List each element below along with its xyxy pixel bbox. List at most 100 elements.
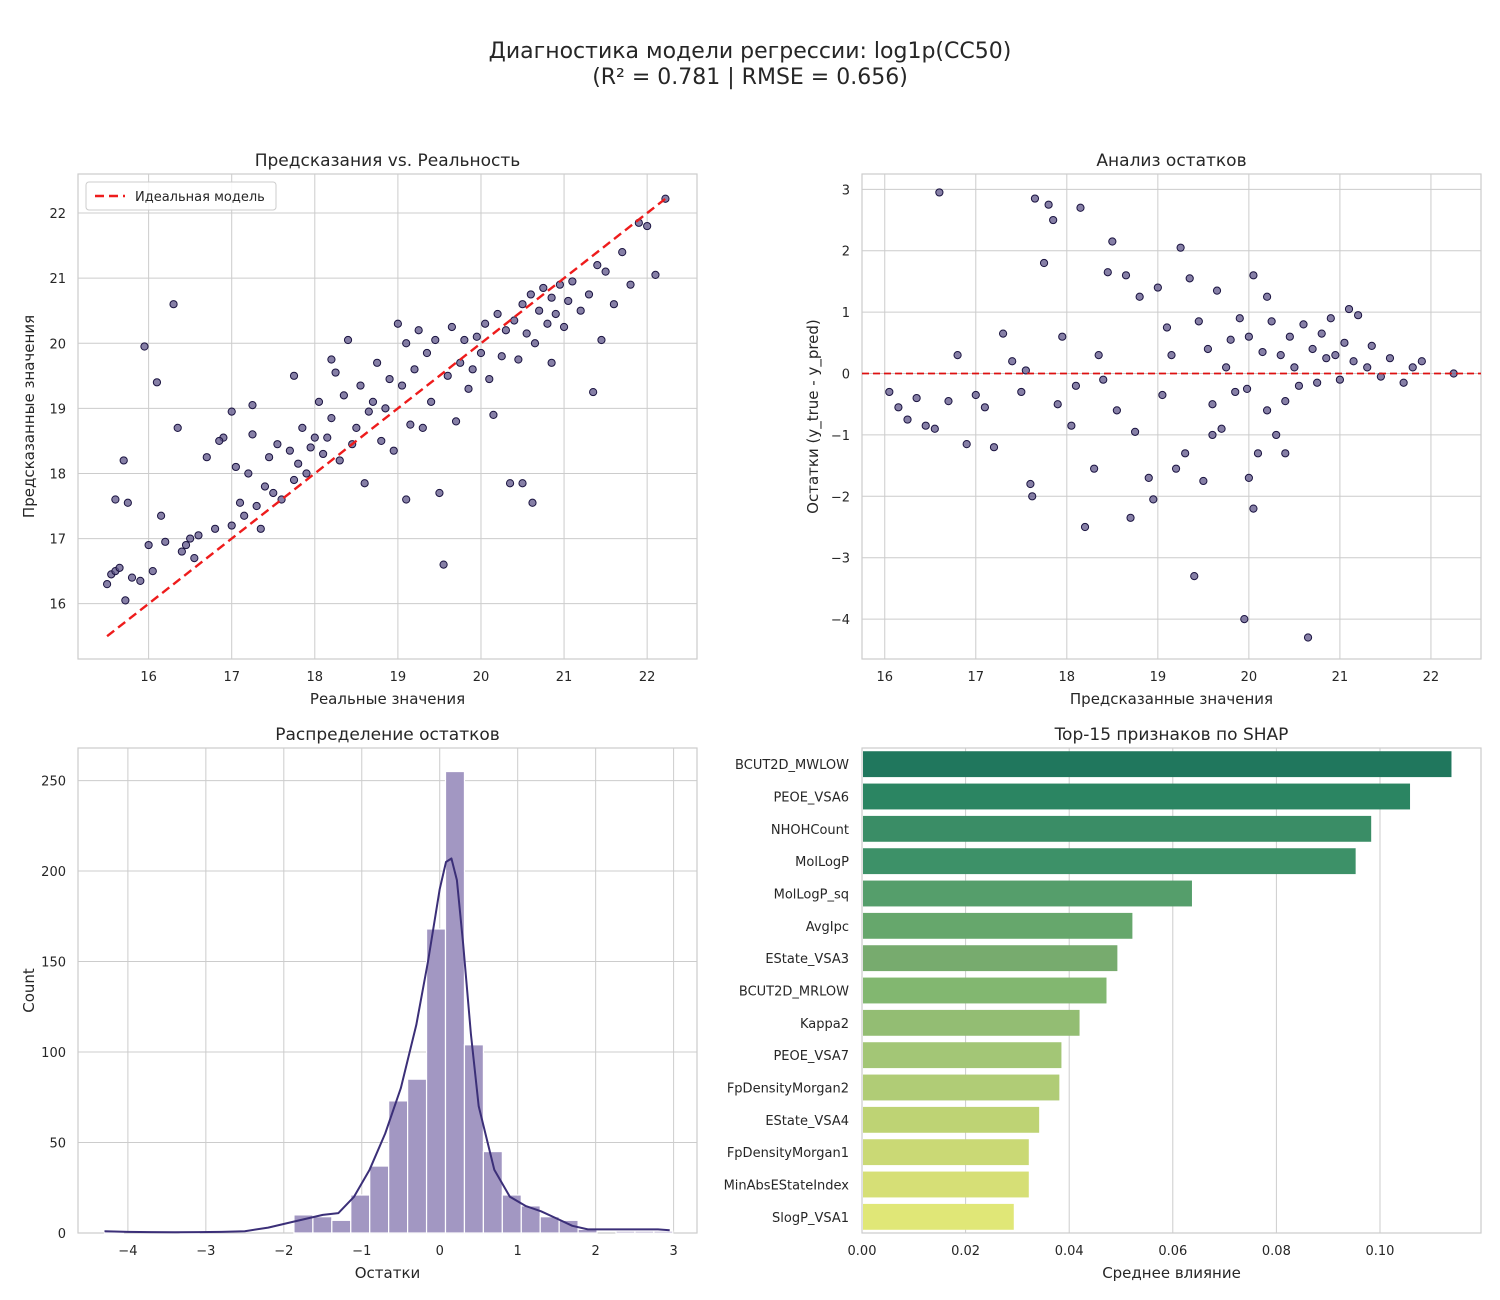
x-tick-label: 2: [592, 1244, 600, 1259]
data-point: [169, 300, 178, 309]
shap-bar: [863, 912, 1133, 939]
x-axis-label: Остатки: [355, 1264, 421, 1282]
data-point: [903, 415, 912, 424]
data-point: [476, 348, 486, 358]
x-tick-label: 0.04: [1055, 1244, 1084, 1259]
data-point: [364, 407, 373, 416]
shap-bar: [863, 1106, 1040, 1133]
data-point: [1162, 323, 1172, 332]
data-point: [215, 436, 224, 446]
feature-label: EState_VSA4: [765, 1114, 849, 1129]
y-tick-label: 200: [41, 865, 66, 880]
data-point: [1071, 381, 1081, 390]
histogram-bar: [482, 1150, 503, 1234]
y-tick-label: 17: [49, 533, 66, 548]
data-point: [393, 319, 402, 328]
data-point: [1030, 194, 1040, 203]
data-point: [1317, 329, 1326, 338]
data-point: [1267, 317, 1276, 326]
ideal-model-line: [106, 197, 667, 638]
data-point: [464, 384, 473, 393]
data-point: [115, 563, 124, 572]
x-tick-label: 16: [140, 670, 157, 685]
data-point: [335, 456, 344, 465]
y-tick-label: 3: [842, 183, 850, 198]
data-point: [1212, 286, 1222, 295]
histogram-bar: [312, 1216, 333, 1234]
x-tick-label: 0.10: [1366, 1244, 1395, 1259]
data-point: [1281, 397, 1290, 406]
data-point: [1276, 351, 1285, 360]
shap-feature-importance-panel: 0.00 0.02 0.04 0.06 0.08 0.10 BCUT2D_MWLOW PEOE…: [724, 725, 1482, 1282]
data-point: [377, 436, 386, 446]
data-point: [460, 335, 469, 345]
data-point: [626, 280, 635, 289]
x-tick-label: 0.00: [848, 1244, 877, 1259]
data-point: [289, 475, 299, 485]
data-point: [439, 560, 448, 569]
data-point: [971, 390, 980, 400]
data-point: [181, 540, 191, 550]
data-point: [123, 498, 132, 507]
data-point: [1408, 363, 1417, 372]
data-point: [1058, 332, 1067, 341]
data-point: [584, 290, 594, 299]
figure-title-line1: Диагностика модели регрессии: log1p(CC50…: [489, 39, 1012, 64]
data-point: [522, 329, 531, 338]
data-point: [1294, 381, 1304, 390]
data-point: [173, 423, 182, 432]
data-point: [1335, 375, 1345, 384]
data-point: [410, 365, 419, 374]
data-point: [1028, 492, 1037, 501]
data-point: [530, 339, 540, 348]
data-point: [1135, 292, 1144, 301]
data-point: [397, 381, 407, 390]
data-point: [1299, 320, 1308, 329]
data-point: [481, 319, 490, 328]
data-point: [1262, 406, 1272, 415]
data-point: [1067, 421, 1076, 430]
data-point: [1099, 375, 1108, 384]
data-point: [980, 403, 989, 412]
residuals-scatter-panel: 16 17 18 19 20 21 22 −4 −3 −2 −1 0 1 2 3 Анализ остатко…: [804, 151, 1482, 708]
data-point: [1203, 344, 1213, 354]
data-point: [912, 393, 921, 403]
data-point: [535, 306, 544, 315]
feature-label: SlogP_VSA1: [772, 1211, 849, 1226]
data-point: [231, 462, 240, 472]
x-tick-label: −3: [196, 1244, 215, 1259]
data-point: [1290, 363, 1299, 372]
data-point: [1253, 449, 1263, 458]
data-point: [1185, 274, 1194, 283]
data-point: [140, 342, 149, 351]
x-tick-label: 0.06: [1158, 1244, 1187, 1259]
data-point: [589, 387, 598, 397]
histogram-bar: [463, 1044, 484, 1234]
shap-bar: [863, 977, 1107, 1004]
data-point: [194, 531, 203, 540]
data-point: [547, 293, 556, 302]
histogram-bar: [444, 770, 466, 1234]
histogram-bar: [407, 1078, 428, 1234]
data-point: [651, 270, 660, 280]
histogram-bar: [425, 928, 447, 1234]
data-point: [1363, 363, 1372, 372]
kde-curve: [104, 857, 670, 1234]
data-point: [1103, 268, 1112, 277]
data-point: [1385, 354, 1395, 363]
data-point: [885, 387, 894, 397]
data-point: [373, 358, 382, 367]
data-point: [962, 440, 971, 449]
data-point: [1240, 614, 1249, 624]
data-point: [551, 309, 560, 319]
y-tick-label: 19: [49, 402, 66, 417]
data-point: [1021, 366, 1030, 375]
x-tick-label: 3: [669, 1244, 677, 1259]
axes-frame: [861, 173, 1482, 660]
data-point: [485, 374, 494, 384]
data-point: [1108, 237, 1117, 246]
data-point: [564, 296, 573, 306]
data-point: [1090, 464, 1099, 473]
data-point: [148, 567, 157, 576]
x-tick-label: 16: [876, 670, 893, 685]
